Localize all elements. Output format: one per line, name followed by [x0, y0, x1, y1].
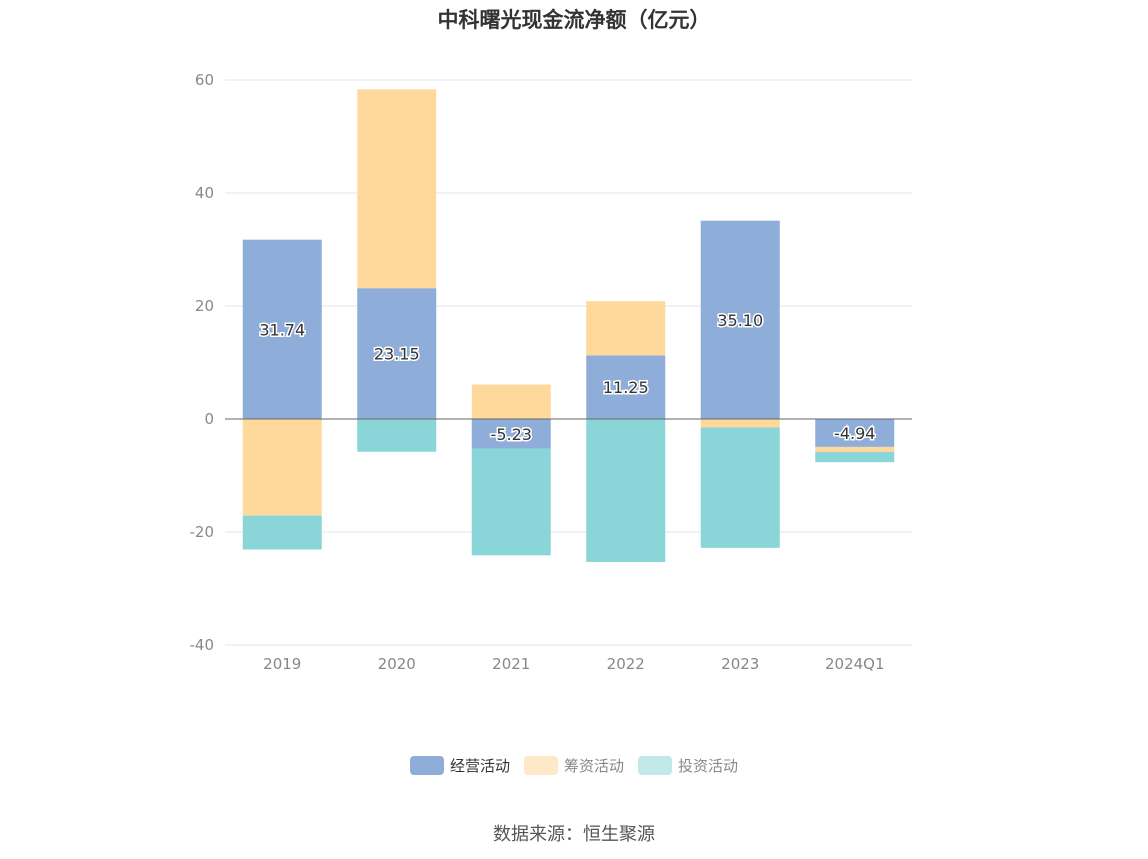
- source-note: 数据来源：恒生聚源: [493, 824, 655, 845]
- x-tick-label: 2022: [607, 655, 645, 673]
- data-label-operating: 35.10: [717, 311, 763, 330]
- legend-swatch-financing: [523, 756, 558, 775]
- bar-investing-2019[interactable]: [242, 515, 322, 550]
- legend-item-financing[interactable]: 筹资活动: [523, 755, 624, 776]
- bar-investing-2021[interactable]: [471, 448, 551, 556]
- bar-investing-2024Q1[interactable]: [815, 451, 895, 463]
- bar-investing-2020[interactable]: [357, 419, 437, 452]
- bar-operating-2023[interactable]: [700, 220, 780, 419]
- bar-financing-2021[interactable]: [471, 384, 551, 419]
- data-label-operating: 31.74: [259, 320, 305, 339]
- y-tick-label: 20: [195, 297, 214, 315]
- y-tick-label: 60: [195, 71, 214, 89]
- legend-swatch-investing: [638, 756, 672, 775]
- grid-layer: [225, 79, 912, 646]
- legend-item-operating[interactable]: 经营活动: [409, 755, 510, 776]
- data-label-operating: 23.15: [374, 345, 420, 364]
- axis-layer: 60 40 20 0 -20 -40 2019 2020 2021 2022 2023 2024Q1: [190, 71, 912, 673]
- legend-label-financing: 筹资活动: [563, 757, 624, 775]
- bar-operating-2022[interactable]: [586, 355, 666, 419]
- data-label-operating: -5.23: [491, 425, 532, 444]
- bar-financing-2019[interactable]: [242, 419, 322, 516]
- x-tick-label: 2023: [721, 655, 759, 673]
- x-tick-label: 2019: [263, 655, 301, 673]
- bar-investing-2023[interactable]: [700, 427, 780, 548]
- bar-financing-2023[interactable]: [700, 419, 780, 428]
- bar-operating-2021[interactable]: [471, 419, 551, 449]
- x-tick-label: 2021: [492, 655, 530, 673]
- bar-operating-2020[interactable]: [357, 288, 437, 419]
- x-tick-label: 2024Q1: [825, 655, 885, 673]
- y-tick-label: 0: [204, 410, 214, 428]
- y-tick-label: -20: [190, 523, 215, 541]
- bar-financing-2024Q1[interactable]: [815, 446, 895, 452]
- legend-label-operating: 经营活动: [449, 757, 510, 775]
- bar-financing-2020[interactable]: [357, 89, 437, 289]
- y-tick-label: 40: [195, 184, 214, 202]
- data-label-operating: -4.94: [834, 424, 875, 443]
- bar-operating-2024Q1[interactable]: [815, 419, 895, 447]
- bar-operating-2019[interactable]: [242, 239, 322, 419]
- label-layer: 31.74 23.15 -5.23 11.25 35.10 -4.94: [258, 309, 877, 445]
- chart-title: 中科曙光现金流净额（亿元）: [437, 8, 711, 32]
- data-label-operating: 11.25: [603, 378, 649, 397]
- legend-item-investing[interactable]: 投资活动: [638, 755, 738, 776]
- y-tick-label: -40: [190, 636, 215, 654]
- x-tick-label: 2020: [378, 655, 416, 673]
- bar-layer: [242, 89, 895, 562]
- bar-investing-2022[interactable]: [586, 419, 666, 562]
- bar-financing-2022[interactable]: [586, 301, 666, 356]
- legend-swatch-operating: [409, 756, 444, 775]
- legend: 经营活动 筹资活动 投资活动: [0, 755, 1148, 776]
- legend-label-investing: 投资活动: [678, 757, 739, 775]
